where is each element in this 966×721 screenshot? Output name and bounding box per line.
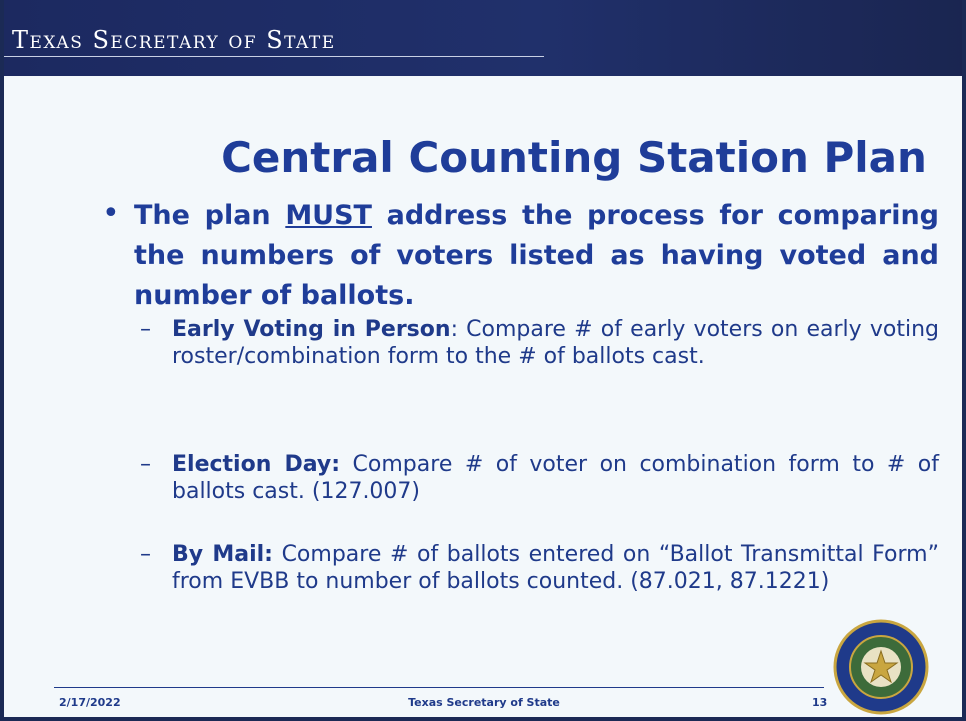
header-title: Texas Secretary of State (12, 26, 336, 54)
sub-text: : Compare # of early voters on early vot… (172, 317, 939, 369)
sub-label: Early Voting in Person (172, 317, 451, 342)
dash: – (140, 317, 151, 342)
sub-bullet: Election Day: Compare # of voter on comb… (172, 451, 939, 505)
footer-rule (54, 687, 824, 688)
footer-center: Texas Secretary of State (408, 696, 560, 709)
sub-bullet: Early Voting in Person: Compare # of ear… (172, 316, 939, 370)
header-rule (4, 56, 544, 57)
footer-page: 13 (812, 696, 828, 709)
bullet-marker: • (102, 196, 120, 231)
header-band: Texas Secretary of State (4, 0, 962, 76)
sub-label: By Mail: (172, 542, 273, 567)
slide-title: Central Counting Station Plan (221, 133, 927, 182)
bullet-emphasis: MUST (285, 200, 372, 231)
dash: – (140, 452, 151, 477)
footer-date: 2/17/2022 (59, 696, 121, 709)
bullet: The plan MUST address the process for co… (134, 196, 939, 316)
bullet-text: The plan (134, 200, 286, 231)
bullet-text: address the process for comparing the nu… (134, 200, 939, 311)
seal (833, 619, 929, 715)
sub-text: Compare # of voter on combination form t… (172, 452, 939, 504)
dash: – (140, 542, 151, 567)
sub-text: Compare # of ballots entered on “Ballot … (172, 542, 939, 594)
sub-label: Election Day: (172, 452, 341, 477)
sub-bullet: By Mail: Compare # of ballots entered on… (172, 541, 939, 595)
